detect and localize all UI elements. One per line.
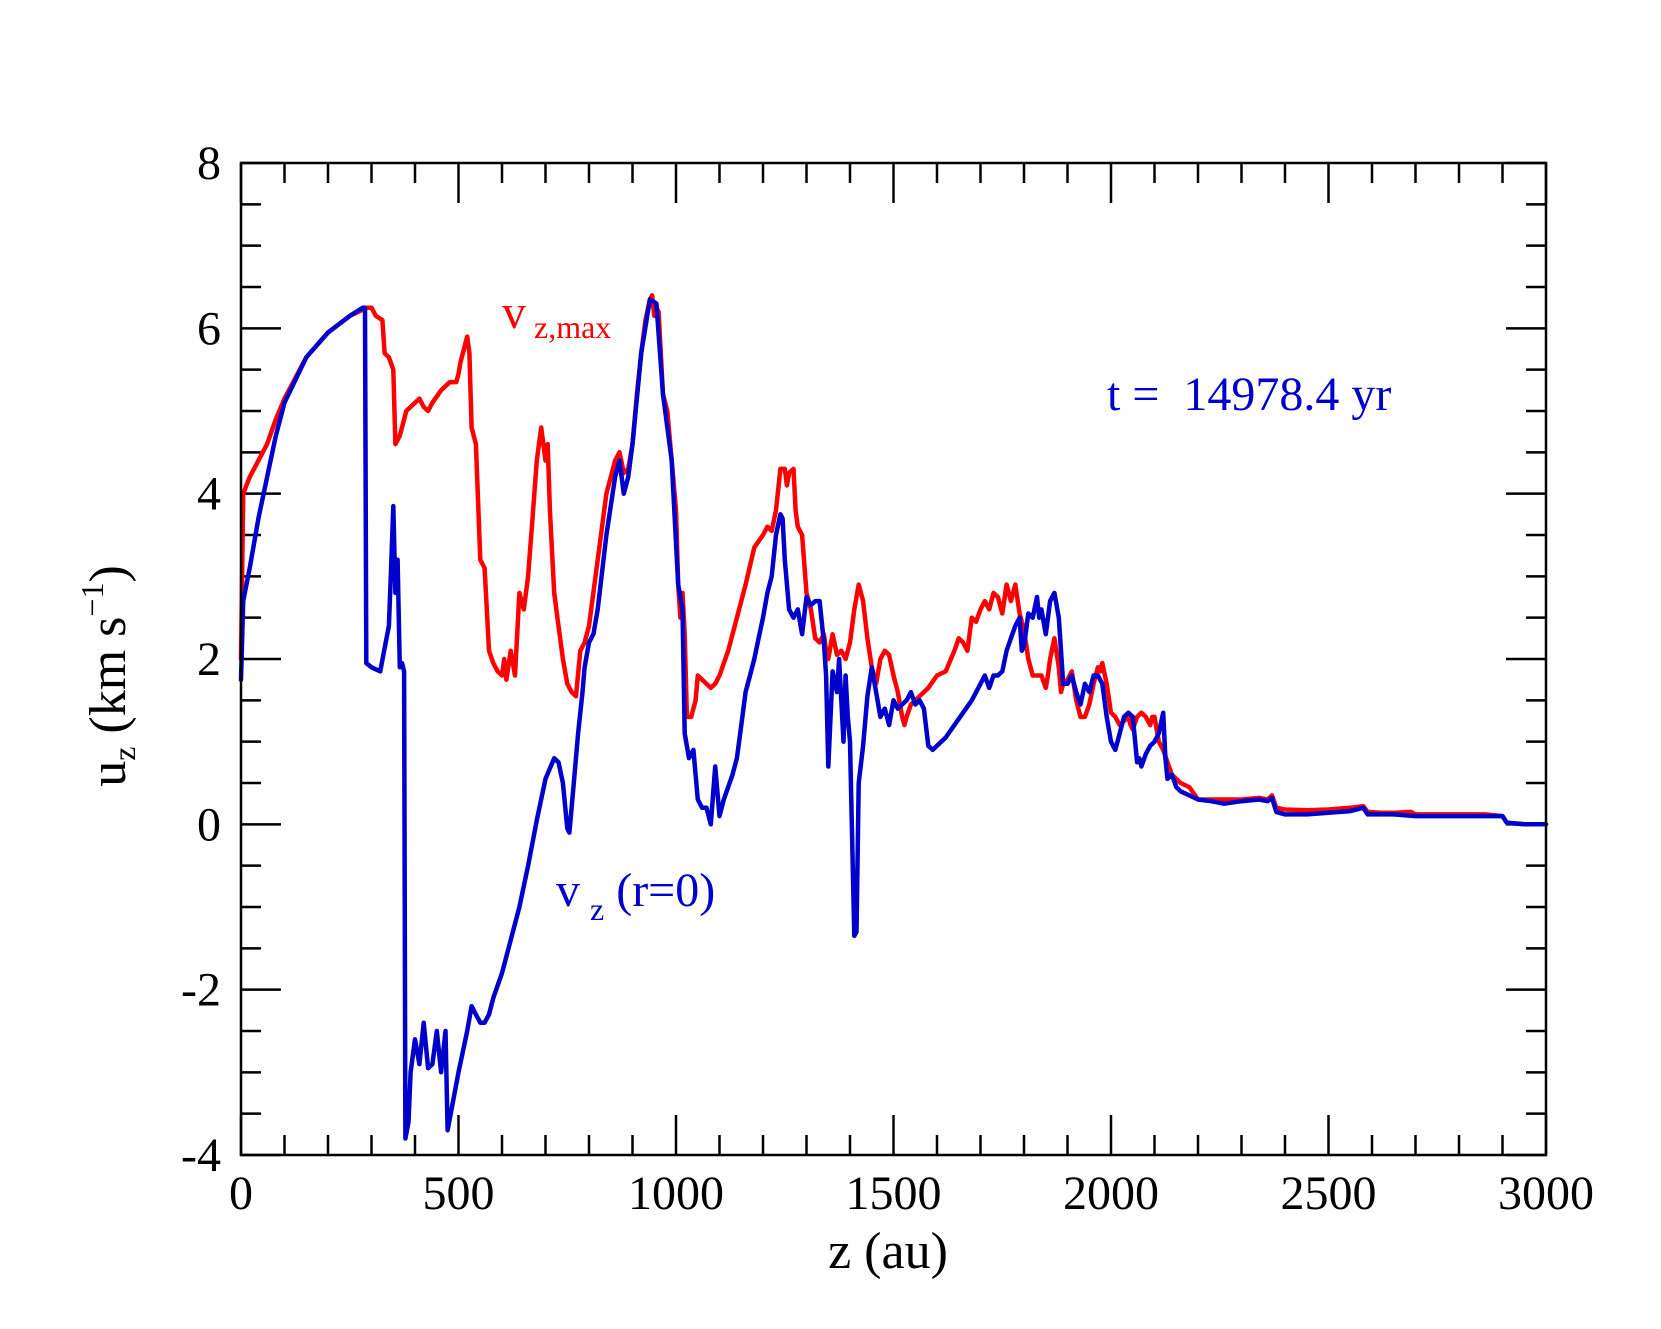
x-tick-label: 2500 [1281,1167,1377,1220]
y-axis-title-sub: z [106,747,142,761]
y-tick-label: -4 [181,1129,221,1182]
plot-frame [239,161,1548,1157]
y-tick-label: 0 [197,798,221,851]
y-tick-label: -2 [181,964,221,1017]
tick-marks [239,161,1548,1157]
vr0-series-label-sub: z [590,891,604,927]
y-tick-label: 8 [197,137,221,190]
x-axis-title: z (au) [828,1223,948,1280]
y-tick-label: 2 [197,633,221,686]
y-axis-title-close: ) [80,565,137,582]
series-lines [238,293,1549,1141]
y-tick-label: 6 [197,302,221,355]
time-annotation: t = 14978.4 yr [1107,368,1391,421]
x-tick-label: 1000 [628,1167,724,1220]
vmax-series-label: v z,max [502,286,611,345]
y-axis-title-main: u [80,761,137,787]
vr0-series-label-main: v [556,864,580,917]
y-axis-title-units: (km s [80,617,137,747]
y-axis-title-units-exponent: −1 [74,583,110,617]
x-tick-label: 0 [229,1167,253,1220]
vr0-series-label-suffix: (r=0) [604,864,715,917]
x-tick-label: 2000 [1063,1167,1159,1220]
vmax-series-label-sub: z,max [534,309,611,345]
series-line-vr0 [238,297,1549,1141]
y-axis-title: uz (km s−1) [74,565,142,787]
tick-labels: 0 500 1000 1500 2000 2500 3000 -4 -2 0 2 4 6 8 [181,137,1594,1220]
x-tick-label: 500 [423,1167,495,1220]
x-tick-label: 1500 [846,1167,942,1220]
x-tick-label: 3000 [1498,1167,1594,1220]
y-tick-label: 4 [197,468,221,521]
vmax-series-label-main: v [502,286,526,339]
